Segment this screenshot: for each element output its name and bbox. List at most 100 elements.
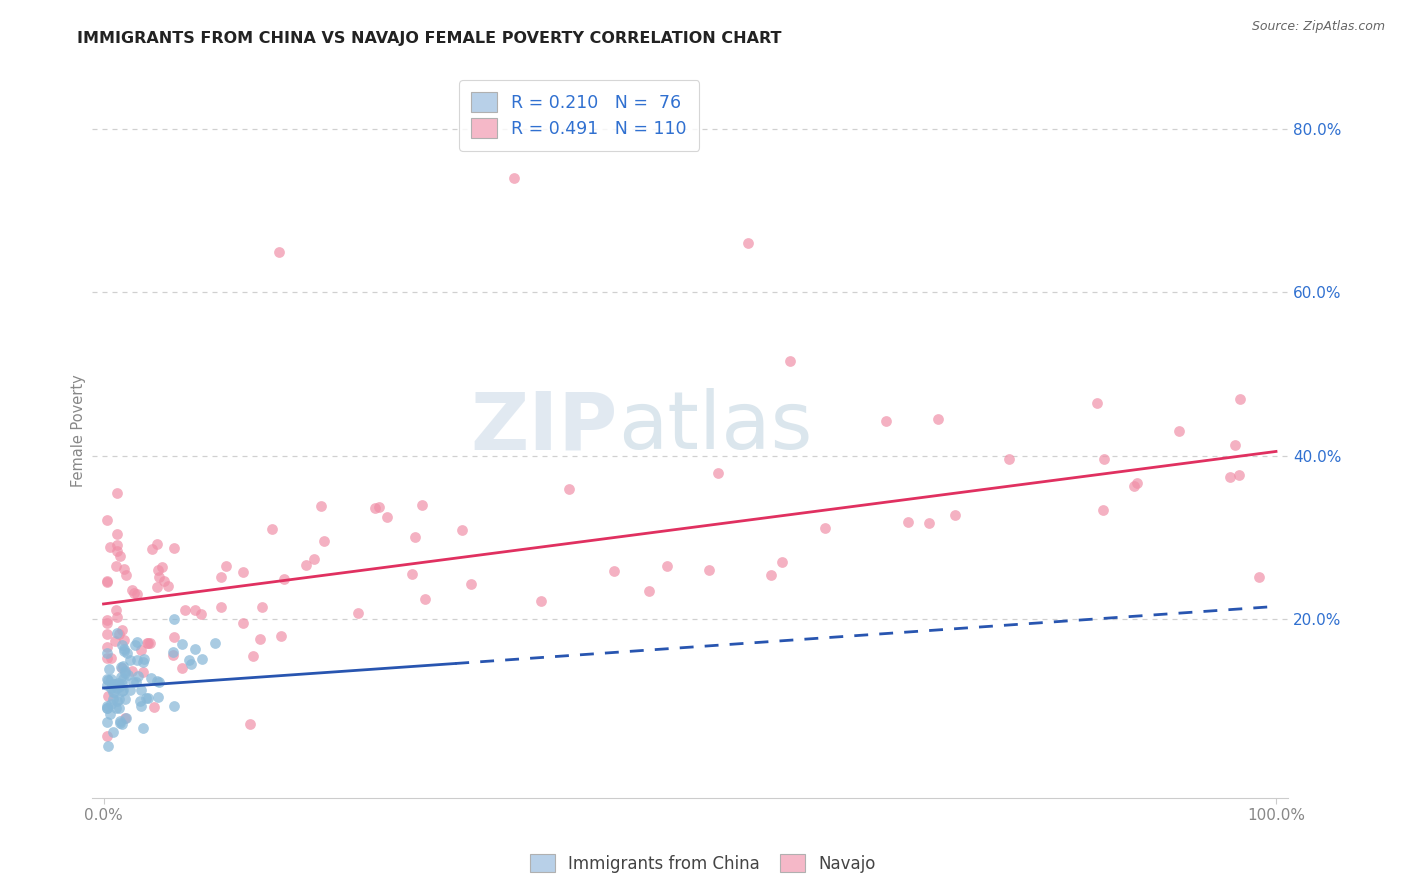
Point	[105, 694, 128, 708]
Point	[638, 583, 661, 598]
Point	[127, 669, 149, 683]
Point	[97, 739, 120, 753]
Point	[125, 634, 148, 648]
Point	[132, 665, 155, 680]
Point	[150, 559, 173, 574]
Point	[136, 636, 159, 650]
Point	[110, 638, 132, 652]
Point	[107, 676, 129, 690]
Point	[146, 563, 169, 577]
Point	[110, 714, 132, 729]
Point	[1091, 502, 1114, 516]
Point	[135, 690, 157, 705]
Point	[655, 558, 678, 573]
Point	[101, 725, 124, 739]
Point	[107, 626, 129, 640]
Point	[107, 486, 129, 500]
Point	[96, 640, 118, 655]
Legend: R = 0.210   N =  76, R = 0.491   N = 110: R = 0.210 N = 76, R = 0.491 N = 110	[460, 80, 699, 151]
Point	[172, 661, 194, 675]
Point	[103, 677, 125, 691]
Point	[100, 697, 122, 711]
Point	[125, 674, 148, 689]
Point	[122, 675, 145, 690]
Point	[103, 692, 125, 706]
Point	[294, 558, 316, 572]
Point	[105, 700, 128, 714]
Point	[105, 626, 128, 640]
Point	[96, 701, 118, 715]
Point	[697, 563, 720, 577]
Point	[190, 607, 212, 622]
Point	[242, 649, 264, 664]
Point	[122, 586, 145, 600]
Point	[98, 706, 121, 721]
Point	[998, 452, 1021, 467]
Point	[1249, 569, 1271, 583]
Point	[108, 679, 131, 693]
Point	[148, 674, 170, 689]
Point	[1223, 437, 1246, 451]
Point	[273, 572, 295, 586]
Point	[108, 701, 131, 715]
Point	[814, 520, 837, 534]
Point	[104, 633, 127, 648]
Point	[110, 659, 132, 673]
Point	[114, 666, 136, 681]
Point	[146, 690, 169, 704]
Point	[364, 501, 387, 516]
Point	[96, 650, 118, 665]
Text: Source: ZipAtlas.com: Source: ZipAtlas.com	[1251, 20, 1385, 33]
Point	[209, 600, 232, 615]
Point	[111, 659, 134, 673]
Point	[96, 615, 118, 630]
Point	[146, 580, 169, 594]
Point	[602, 564, 624, 578]
Point	[415, 591, 437, 606]
Point	[112, 642, 135, 657]
Point	[132, 721, 155, 735]
Point	[129, 643, 152, 657]
Point	[183, 642, 205, 657]
Point	[163, 612, 186, 626]
Point	[96, 513, 118, 527]
Point	[112, 644, 135, 658]
Point	[530, 594, 553, 608]
Point	[184, 603, 207, 617]
Point	[1227, 467, 1250, 482]
Point	[115, 711, 138, 725]
Point	[269, 244, 291, 259]
Point	[105, 538, 128, 552]
Point	[96, 627, 118, 641]
Point	[111, 623, 134, 637]
Point	[311, 500, 333, 514]
Point	[401, 567, 423, 582]
Point	[96, 678, 118, 692]
Point	[232, 616, 254, 631]
Point	[148, 570, 170, 584]
Point	[411, 498, 433, 512]
Point	[162, 648, 184, 662]
Point	[134, 652, 156, 666]
Point	[111, 677, 134, 691]
Text: ZIP: ZIP	[471, 388, 619, 467]
Point	[127, 653, 149, 667]
Point	[105, 681, 128, 696]
Point	[347, 607, 370, 621]
Point	[112, 683, 135, 698]
Point	[114, 691, 136, 706]
Point	[100, 672, 122, 686]
Point	[875, 414, 897, 428]
Point	[110, 670, 132, 684]
Point	[96, 613, 118, 627]
Point	[129, 698, 152, 713]
Point	[156, 579, 179, 593]
Point	[779, 353, 801, 368]
Point	[97, 673, 120, 688]
Point	[129, 683, 152, 698]
Point	[1122, 479, 1144, 493]
Point	[174, 603, 197, 617]
Point	[1125, 476, 1147, 491]
Point	[96, 672, 118, 686]
Point	[96, 646, 118, 660]
